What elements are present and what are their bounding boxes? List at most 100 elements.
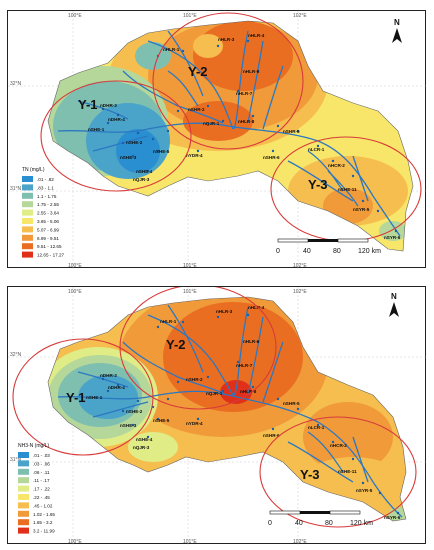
legend-swatch bbox=[18, 527, 29, 534]
region-y1-circle-b bbox=[12, 338, 154, 456]
side-tick-1-b: 32°N bbox=[10, 352, 22, 358]
svg-text:N: N bbox=[394, 18, 400, 27]
svg-text:nHCR-2: nHCR-2 bbox=[330, 443, 347, 448]
legend-label: .01 - .82 bbox=[37, 177, 54, 182]
region-y2-circle-b bbox=[119, 287, 277, 410]
svg-text:nSHE-1: nSHE-1 bbox=[86, 395, 103, 400]
svg-text:nQJR-1: nQJR-1 bbox=[206, 391, 223, 396]
north-arrow-bottom: N bbox=[389, 292, 399, 317]
top-tick-3: 102°E bbox=[293, 13, 307, 19]
svg-text:120 km: 120 km bbox=[358, 248, 381, 255]
legend-label: .11 - .17 bbox=[33, 478, 50, 483]
svg-text:nLCR-1: nLCR-1 bbox=[308, 147, 325, 152]
tn-interpolation-surface bbox=[48, 21, 413, 251]
svg-text:80: 80 bbox=[333, 248, 341, 255]
legend-title-tn: TN (mg/L) bbox=[22, 167, 45, 173]
legend-nh3n: NH3-N (mg/L) .01 - .03 .03 - .06 .06 - .11… bbox=[18, 443, 55, 534]
svg-text:nDHR-4: nDHR-4 bbox=[108, 117, 125, 122]
nh3n-map: 100°E 101°E 102°E 100°E 101°E 102°E 32°N… bbox=[8, 287, 427, 545]
legend-swatch bbox=[18, 477, 29, 484]
river-network-bottom bbox=[57, 304, 403, 518]
svg-text:nHLR-4: nHLR-4 bbox=[248, 305, 265, 310]
basin-boundary-top bbox=[47, 20, 414, 252]
svg-text:nSHR-2: nSHR-2 bbox=[188, 107, 205, 112]
legend-label: 3.65 - 5.06 bbox=[37, 219, 59, 224]
legend-swatch bbox=[22, 234, 33, 241]
svg-text:nSHE-2: nSHE-2 bbox=[126, 409, 143, 414]
region-label-y2: Y-2 bbox=[188, 64, 208, 79]
legend-swatch bbox=[18, 502, 29, 509]
legend-label: 12.65 - 17.27 bbox=[37, 253, 65, 258]
bottom-tick-2-b: 101°E bbox=[183, 539, 197, 545]
svg-text:nDHR-3: nDHR-3 bbox=[100, 103, 117, 108]
svg-text:nSHE-11: nSHE-11 bbox=[338, 187, 357, 192]
svg-text:nSHR-6: nSHR-6 bbox=[263, 433, 280, 438]
bottom-tick-3-b: 102°E bbox=[293, 539, 307, 545]
bottom-tick-3: 102°E bbox=[293, 263, 307, 269]
svg-text:nSHE-5: nSHE-5 bbox=[153, 418, 170, 423]
region-label-y1-b: Y-1 bbox=[66, 390, 86, 405]
svg-text:0: 0 bbox=[268, 520, 272, 527]
svg-text:nSHR-5: nSHR-5 bbox=[283, 401, 300, 406]
region-label-y1: Y-1 bbox=[78, 97, 98, 112]
svg-text:nYDR-4: nYDR-4 bbox=[186, 421, 203, 426]
svg-text:80: 80 bbox=[325, 520, 333, 527]
basin-boundary-bottom bbox=[47, 296, 407, 522]
svg-text:nSHE-4: nSHE-4 bbox=[136, 437, 153, 442]
legend-label: 2.55 - 3.64 bbox=[37, 211, 59, 216]
legend-label: 1.02 - 1.65 bbox=[33, 512, 55, 517]
region-y1-circle bbox=[40, 80, 192, 192]
svg-text:nSYR-6: nSYR-6 bbox=[384, 235, 401, 240]
legend-swatch bbox=[22, 226, 33, 233]
svg-text:120 km: 120 km bbox=[350, 520, 373, 527]
svg-text:nYDR-4: nYDR-4 bbox=[186, 153, 203, 158]
legend-swatch bbox=[22, 209, 33, 216]
legend-label: .22 - .45 bbox=[33, 495, 50, 500]
legend-swatch bbox=[22, 184, 33, 191]
legend-label: 6.99 - 9.51 bbox=[37, 236, 59, 241]
legend-swatch bbox=[22, 243, 33, 250]
legend-swatch bbox=[22, 192, 33, 199]
top-tick-2: 101°E bbox=[183, 13, 197, 19]
legend-label: 1.75 - 2.55 bbox=[37, 202, 59, 207]
legend-swatch bbox=[22, 176, 33, 182]
legend-label: 1.1 - 1.75 bbox=[37, 194, 57, 199]
north-arrow-top: N bbox=[392, 18, 402, 43]
svg-text:nHLR-1: nHLR-1 bbox=[160, 319, 177, 324]
svg-text:nQJR-3: nQJR-3 bbox=[133, 177, 150, 182]
legend-swatch bbox=[18, 460, 29, 467]
legend-swatch bbox=[18, 519, 29, 526]
site-labels-top: nDHR-3 nDHR-4 nSHE-1 nSHE-2 nSHE-3 nSHE-… bbox=[88, 33, 401, 240]
legend-tn: TN (mg/L) .01 - .82 .83 - 1.1 1.1 - 1.75 1.… bbox=[22, 167, 65, 258]
tn-map-panel: 100°E 101°E 102°E 100°E 101°E 102°E 32°N… bbox=[7, 10, 427, 269]
tn-map: 100°E 101°E 102°E 100°E 101°E 102°E 32°N… bbox=[8, 11, 427, 269]
legend-label: 9.51 - 12.65 bbox=[37, 244, 62, 249]
legend-label: .06 - .11 bbox=[33, 470, 50, 475]
svg-text:nHLR-8: nHLR-8 bbox=[240, 389, 257, 394]
svg-text:nSYR-5: nSYR-5 bbox=[353, 207, 370, 212]
svg-text:nHLR-6: nHLR-6 bbox=[243, 69, 260, 74]
svg-text:nLCR-1: nLCR-1 bbox=[308, 425, 325, 430]
scale-bar-top: 0 40 80 120 km bbox=[276, 238, 381, 255]
legend-label: .83 - 1.1 bbox=[37, 185, 54, 190]
nh3n-interpolation-surface bbox=[48, 297, 406, 521]
svg-text:nSYR-6: nSYR-6 bbox=[384, 515, 401, 520]
side-tick-1: 32°N bbox=[10, 81, 22, 87]
legend-label: .45 - 1.02 bbox=[33, 503, 53, 508]
legend-swatch bbox=[18, 468, 29, 475]
svg-text:nSHR-2: nSHR-2 bbox=[186, 377, 203, 382]
svg-text:nHLR-6: nHLR-6 bbox=[243, 339, 260, 344]
nh3n-map-panel: 100°E 101°E 102°E 100°E 101°E 102°E 32°N… bbox=[7, 286, 427, 545]
side-tick-2-b: 31°N bbox=[10, 457, 22, 463]
svg-text:nSHE-3: nSHE-3 bbox=[120, 423, 137, 428]
site-labels-bottom: nDHR-3 nDHR-4 nSHE-1 nSHE-2 nSHE-3 nSHE-… bbox=[86, 305, 401, 520]
legend-title-nh3n: NH3-N (mg/L) bbox=[18, 443, 49, 449]
region-circles-bottom bbox=[12, 287, 417, 528]
svg-text:nHLR-7: nHLR-7 bbox=[236, 363, 253, 368]
top-tick-2-b: 101°E bbox=[183, 289, 197, 295]
svg-text:nHLR-7: nHLR-7 bbox=[236, 91, 253, 96]
scale-bar-bottom: 0 40 80 120 km bbox=[268, 510, 373, 527]
svg-text:nSHE-1: nSHE-1 bbox=[88, 127, 105, 132]
svg-text:40: 40 bbox=[303, 248, 311, 255]
svg-text:nDHR-3: nDHR-3 bbox=[100, 373, 117, 378]
